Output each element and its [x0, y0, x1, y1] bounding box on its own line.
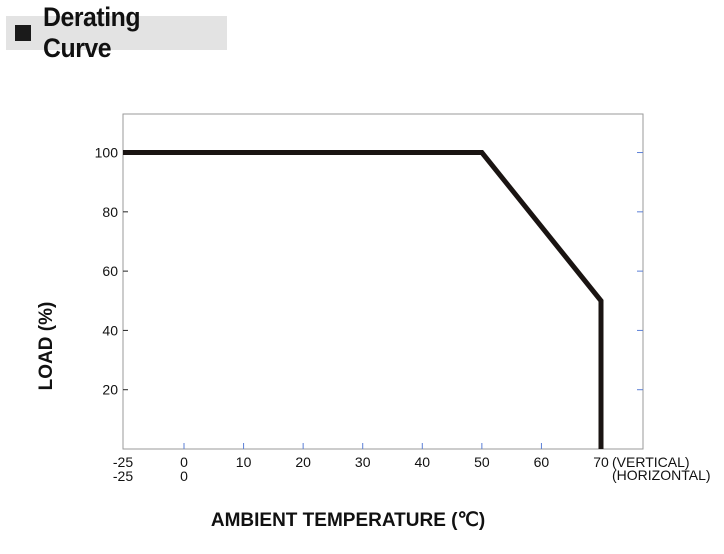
- x-tick-label-horizontal: -25: [113, 468, 133, 484]
- section-title: Derating Curve: [42, 2, 141, 63]
- x-tick-label-vertical: 50: [474, 454, 490, 470]
- x-tick-label-vertical: -25: [113, 454, 133, 470]
- x-tick-label-vertical: 10: [236, 454, 252, 470]
- x-axis-title: AMBIENT TEMPERATURE (℃): [211, 510, 485, 531]
- x-tick-label-vertical: 70: [593, 454, 609, 470]
- orientation-label-horizontal: (HORIZONTAL): [612, 467, 711, 483]
- plot-frame: [122, 113, 644, 450]
- x-tick-label-vertical: 60: [534, 454, 550, 470]
- x-tick-label-vertical: 20: [295, 454, 311, 470]
- y-tick-label: 80: [102, 204, 118, 220]
- derating-line: [123, 150, 604, 449]
- x-tick-label-vertical: 30: [355, 454, 371, 470]
- y-tick-label: 100: [95, 145, 119, 161]
- square-bullet-icon: [15, 25, 31, 41]
- x-tick-label-horizontal: 0: [180, 468, 188, 484]
- y-axis-title: LOAD (%): [36, 302, 57, 391]
- section-header: Derating Curve: [6, 2, 227, 63]
- x-tick-label-vertical: 0: [180, 454, 188, 470]
- orientation-label-vertical: (VERTICAL): [612, 454, 690, 470]
- y-tick-label: 60: [102, 263, 118, 279]
- y-tick-label: 20: [102, 382, 118, 398]
- x-tick-label-vertical: 40: [414, 454, 430, 470]
- y-tick-label: 40: [102, 322, 118, 338]
